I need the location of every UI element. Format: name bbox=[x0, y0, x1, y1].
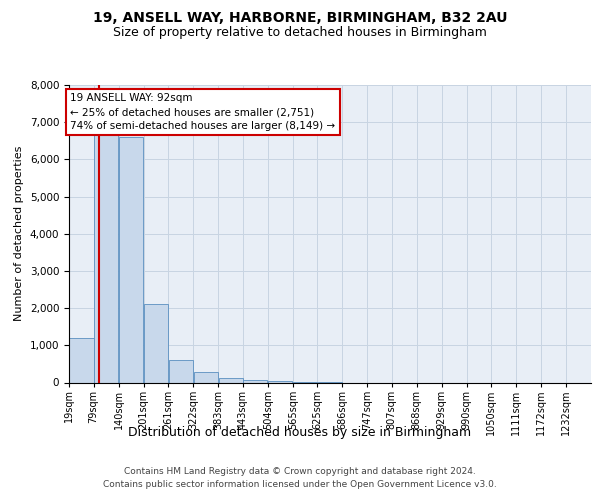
Bar bbox=[70, 338, 94, 382]
Bar bbox=[94, 134, 118, 382]
Bar bbox=[243, 380, 268, 382]
Bar bbox=[169, 360, 193, 382]
Bar bbox=[119, 137, 143, 382]
Bar bbox=[144, 304, 168, 382]
Text: 19, ANSELL WAY, HARBORNE, BIRMINGHAM, B32 2AU: 19, ANSELL WAY, HARBORNE, BIRMINGHAM, B3… bbox=[93, 11, 507, 25]
Bar bbox=[218, 378, 243, 382]
Text: Size of property relative to detached houses in Birmingham: Size of property relative to detached ho… bbox=[113, 26, 487, 39]
Bar bbox=[194, 372, 218, 382]
Text: 19 ANSELL WAY: 92sqm
← 25% of detached houses are smaller (2,751)
74% of semi-de: 19 ANSELL WAY: 92sqm ← 25% of detached h… bbox=[70, 93, 335, 131]
Text: Distribution of detached houses by size in Birmingham: Distribution of detached houses by size … bbox=[128, 426, 472, 439]
Bar bbox=[268, 381, 292, 382]
Text: Contains HM Land Registry data © Crown copyright and database right 2024.
Contai: Contains HM Land Registry data © Crown c… bbox=[103, 468, 497, 489]
Y-axis label: Number of detached properties: Number of detached properties bbox=[14, 146, 24, 322]
